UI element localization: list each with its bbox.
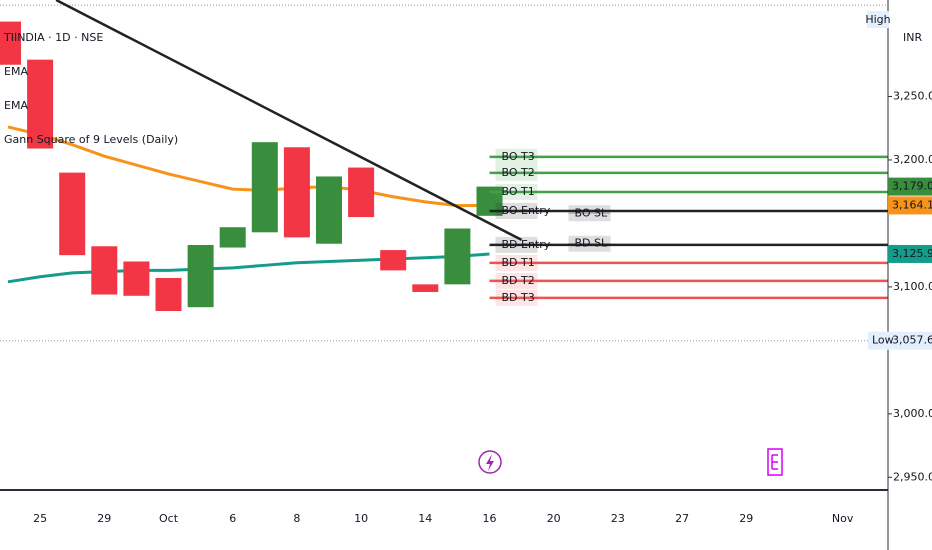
gann-label: BO T1 bbox=[502, 185, 535, 198]
high-tag-bg bbox=[867, 11, 889, 29]
gann-label: BO T2 bbox=[502, 166, 535, 179]
indicator-legend: Gann Square of 9 Levels (Daily) bbox=[4, 133, 178, 146]
candle-body bbox=[187, 245, 214, 308]
high-tag: High bbox=[865, 13, 890, 26]
price-tag-bg bbox=[888, 244, 932, 263]
candle-body bbox=[155, 278, 182, 312]
gann-label-bg bbox=[495, 272, 538, 289]
y-tick-label: 2,950.00 bbox=[893, 470, 932, 483]
currency-label: INR bbox=[903, 31, 922, 44]
low-tag-bg bbox=[868, 331, 932, 350]
x-tick-label: 10 bbox=[354, 512, 368, 525]
x-tick-label: 29 bbox=[739, 512, 753, 525]
gann-label: BO Entry bbox=[502, 204, 551, 217]
ema-line bbox=[7, 252, 490, 284]
gann-label: BD Entry bbox=[502, 238, 551, 251]
candle-body bbox=[380, 250, 407, 271]
gann-label-bg bbox=[495, 164, 538, 181]
price-tag: 3,179.00 bbox=[892, 180, 932, 193]
candle-body bbox=[91, 246, 118, 295]
y-tick-label: 3,100.00 bbox=[893, 280, 932, 293]
indicator-legend: EMA bbox=[4, 99, 28, 112]
candle-body bbox=[316, 176, 342, 244]
price-tag-bg bbox=[888, 177, 932, 196]
candle-body bbox=[0, 21, 21, 65]
y-tick-label: 3,200.00 bbox=[893, 153, 932, 166]
dividend-icon[interactable] bbox=[478, 450, 502, 474]
x-tick-label: 25 bbox=[33, 512, 47, 525]
candle-body bbox=[444, 228, 471, 285]
candle-body bbox=[123, 261, 150, 296]
symbol-title: TIINDIA · 1D · NSE bbox=[3, 31, 103, 44]
x-tick-label: 14 bbox=[418, 512, 432, 525]
price-tag-bg bbox=[888, 196, 932, 215]
trendline bbox=[55, 0, 523, 242]
gann-label-bg bbox=[495, 236, 538, 253]
gann-label: BD T1 bbox=[502, 256, 535, 269]
candle-body bbox=[27, 59, 54, 149]
gann-label: BD SL bbox=[575, 237, 608, 250]
x-tick-label: 8 bbox=[293, 512, 300, 525]
gann-label: BO T3 bbox=[502, 150, 535, 163]
gann-label-bg bbox=[568, 235, 611, 252]
gann-label-bg bbox=[495, 202, 538, 219]
gann-label-bg bbox=[495, 289, 538, 306]
candle-body bbox=[412, 284, 439, 292]
candle-body bbox=[219, 227, 246, 248]
gann-label-bg bbox=[568, 205, 611, 222]
gann-label: BO SL bbox=[575, 206, 608, 219]
x-tick-label: 20 bbox=[547, 512, 561, 525]
x-tick-label: 16 bbox=[483, 512, 497, 525]
indicator-legend: EMA bbox=[4, 65, 28, 78]
candle-body bbox=[283, 147, 310, 238]
gann-label-bg bbox=[495, 148, 538, 165]
low-tag: Low bbox=[872, 334, 894, 347]
x-tick-label: 27 bbox=[675, 512, 689, 525]
ema-line bbox=[7, 125, 490, 208]
price-tag: 3,164.18 bbox=[892, 198, 932, 211]
low-price: 3,057.60 bbox=[892, 334, 932, 347]
gann-label: BD T3 bbox=[502, 291, 535, 304]
x-tick-label: 23 bbox=[611, 512, 625, 525]
gann-label: BD T2 bbox=[502, 274, 535, 287]
candle-body bbox=[59, 172, 86, 256]
candle-body bbox=[251, 142, 278, 233]
plot-area: BO T3 BO T2 BO T1 BO Entry BO SL BD T1 BD T2 BD… bbox=[0, 0, 888, 342]
x-tick-label: 6 bbox=[229, 512, 236, 525]
y-tick-label: 3,250.00 bbox=[893, 89, 932, 102]
y-tick-label: 3,000.00 bbox=[893, 407, 932, 420]
candle-body bbox=[348, 167, 375, 218]
x-tick-label: Oct bbox=[159, 512, 179, 525]
x-tick-label: Nov bbox=[832, 512, 854, 525]
earnings-icon[interactable] bbox=[767, 448, 783, 476]
price-tag: 3,125.95 bbox=[892, 247, 932, 260]
gann-label-bg bbox=[495, 254, 538, 271]
x-tick-label: 29 bbox=[97, 512, 111, 525]
gann-label-bg bbox=[495, 183, 538, 200]
